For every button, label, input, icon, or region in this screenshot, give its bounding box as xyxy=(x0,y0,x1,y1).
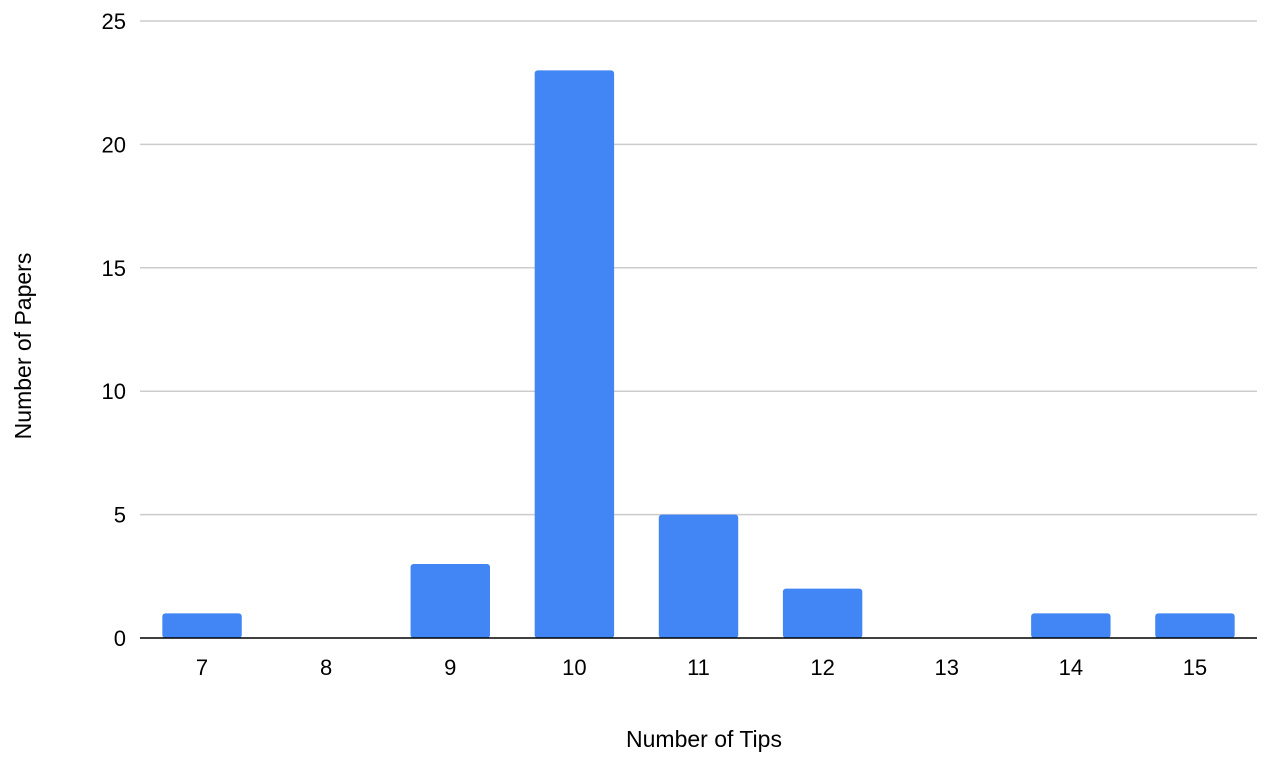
x-axis-title: Number of Tips xyxy=(626,726,782,752)
y-axis-title: Number of Papers xyxy=(10,253,36,440)
y-tick-label: 0 xyxy=(114,626,126,651)
y-axis-ticks: 0 5 10 15 20 25 xyxy=(102,9,126,651)
y-tick-label: 10 xyxy=(102,379,126,404)
x-tick-label: 12 xyxy=(810,655,834,680)
bar-10 xyxy=(534,70,615,639)
x-tick-label: 13 xyxy=(934,655,958,680)
x-tick-label: 10 xyxy=(562,655,586,680)
bar-9 xyxy=(410,563,490,638)
y-tick-label: 20 xyxy=(102,132,126,157)
bar-11 xyxy=(658,514,739,638)
bars xyxy=(162,70,1235,639)
bar-12 xyxy=(782,588,863,638)
bar-7 xyxy=(162,613,242,638)
x-tick-label: 7 xyxy=(196,655,208,680)
x-axis-ticks: 7 8 9 10 11 12 13 14 15 xyxy=(196,655,1207,680)
x-tick-label: 11 xyxy=(687,655,710,680)
x-tick-label: 15 xyxy=(1183,655,1207,680)
gridlines xyxy=(140,20,1257,516)
x-tick-label: 8 xyxy=(320,655,332,680)
x-tick-label: 14 xyxy=(1059,655,1083,680)
x-tick-label: 9 xyxy=(444,655,456,680)
y-tick-label: 5 xyxy=(114,503,126,528)
bar-15 xyxy=(1155,613,1235,638)
y-tick-label: 25 xyxy=(102,9,126,34)
bar-14 xyxy=(1031,613,1111,638)
y-tick-label: 15 xyxy=(102,256,126,281)
